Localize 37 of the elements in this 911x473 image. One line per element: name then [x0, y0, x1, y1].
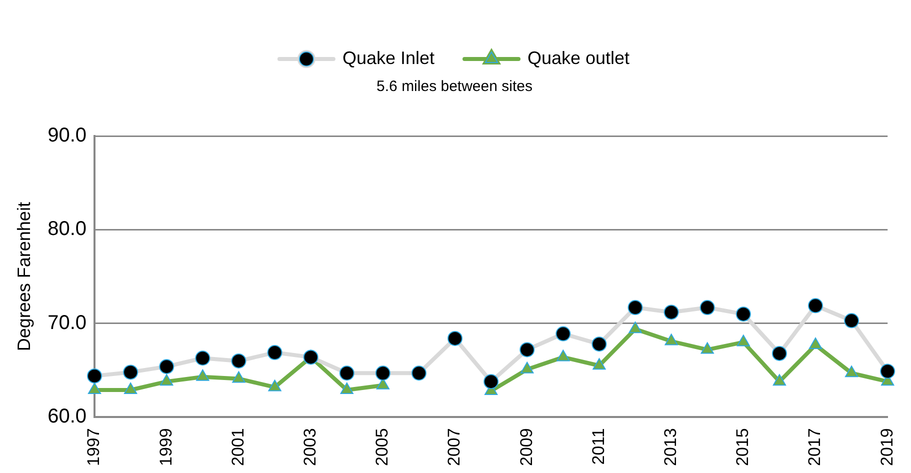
x-tick-label: 2013 [660, 428, 680, 466]
point [592, 358, 606, 370]
x-tick-label: 2019 [877, 428, 896, 466]
point [736, 334, 750, 346]
legend-label: Quake outlet [527, 48, 630, 68]
y-tick-label: 70.0 [48, 312, 87, 334]
point [700, 342, 714, 354]
point [772, 374, 786, 386]
x-tick-label: 2001 [228, 428, 248, 466]
point [808, 338, 822, 350]
y-axis-title: Degrees Farenheit [14, 202, 34, 352]
x-tick-label: 2005 [372, 428, 392, 466]
x-tick-label: 2009 [516, 428, 536, 466]
x-tick-label: 2007 [444, 428, 464, 466]
legend-label: Quake Inlet [342, 48, 434, 68]
y-tick-label: 80.0 [48, 218, 87, 240]
y-tick-label: 90.0 [48, 124, 87, 147]
point [844, 366, 858, 378]
point [232, 371, 246, 383]
point [160, 374, 174, 386]
point [520, 362, 534, 374]
point [664, 334, 678, 346]
point [628, 322, 642, 334]
point [556, 350, 570, 362]
point [196, 369, 210, 381]
x-tick-label: 2003 [300, 428, 320, 466]
x-tick-label: 2011 [588, 428, 608, 465]
point [88, 382, 102, 394]
y-tick-label: 60.0 [48, 406, 87, 428]
point [340, 382, 354, 394]
x-tick-label: 1999 [156, 428, 176, 466]
x-tick-label: 2015 [733, 428, 752, 466]
point [268, 380, 282, 392]
chart-subtitle: 5.6 miles between sites [376, 78, 532, 96]
x-tick-label: 2017 [805, 428, 824, 466]
x-tick-label: 1997 [84, 428, 104, 466]
point [124, 382, 138, 394]
